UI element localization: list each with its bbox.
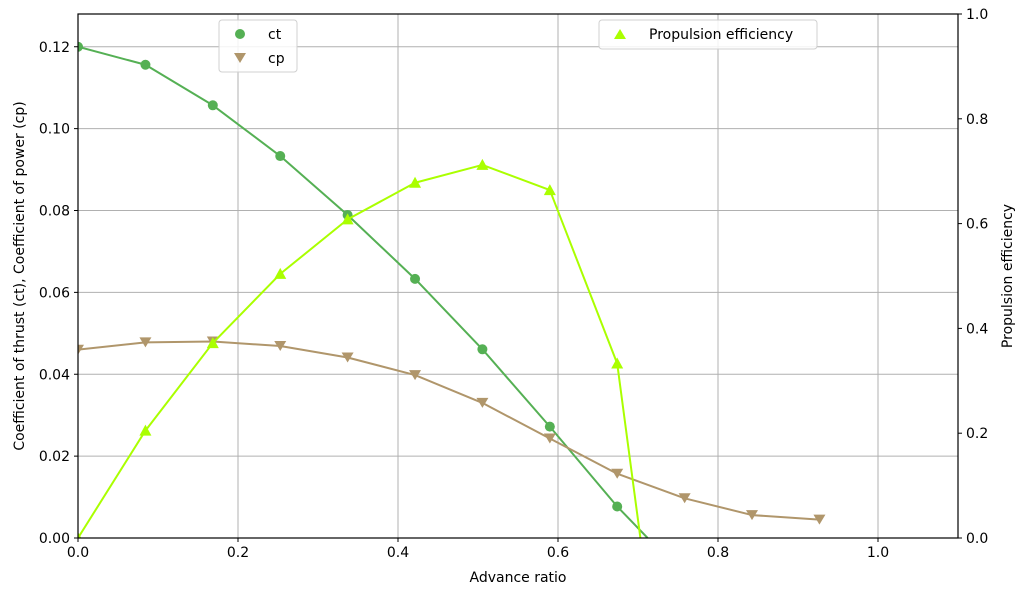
y-left-tick-label: 0.02 [39,449,70,465]
x-tick-label: 0.8 [707,545,729,561]
point-propulsion-efficiency [139,424,152,436]
legend-label-ct: ct [268,27,282,43]
point-cp [476,397,489,408]
point-cp [678,493,691,504]
point-propulsion-efficiency [274,267,287,279]
point-cp [746,510,758,521]
x-axis-label: Advance ratio [470,570,567,586]
y-left-tick-label: 0.06 [39,285,70,301]
y-axis-right: 0.0 0.2 0.4 0.6 0.8 1.0 [958,7,988,547]
legend-marker-ct [235,29,245,39]
point-propulsion-efficiency [611,357,624,369]
series-ct [78,41,649,538]
point-cp [139,337,152,348]
y-right-tick-label: 0.6 [966,217,988,233]
point-propulsion-efficiency [543,184,556,196]
y-right-tick-label: 0.2 [966,426,988,442]
y-left-tick-label: 0.08 [39,204,70,220]
legend-box [598,19,818,50]
point-ct [477,344,488,355]
legend-box [218,19,298,73]
series-layer [78,41,826,538]
point-propulsion-efficiency [78,532,82,538]
y-right-tick-label: 0.8 [966,112,988,128]
plot-frame [77,13,959,539]
series-propulsion-efficiency [78,158,642,538]
legend-ct-cp: ct cp [218,19,298,73]
x-tick-label: 0.4 [387,545,409,561]
point-ct [410,273,421,284]
y-right-tick-label: 1.0 [966,7,988,23]
y-left-tick-label: 0.10 [39,122,70,138]
legend-label-cp: cp [268,51,285,67]
y-right-tick-label: 0.0 [966,531,988,547]
point-propulsion-efficiency [476,158,489,170]
point-ct [612,501,623,512]
point-propulsion-efficiency [341,213,354,225]
series-line-propulsion-efficiency [78,163,642,538]
series-line-ct [78,45,649,538]
plot-background [78,14,958,538]
point-ct [544,421,555,432]
point-cp [543,433,556,444]
x-tick-label: 0.0 [67,545,89,561]
point-propulsion-efficiency [409,176,422,188]
y-left-tick-label: 0.00 [39,531,70,547]
point-propulsion-efficiency [206,337,219,349]
y-left-tick-label: 0.04 [39,367,70,383]
legend-marker-efficiency [614,29,626,39]
y-axis-right-label: Propulsion efficiency [1000,204,1016,348]
point-ct [140,59,151,70]
legend-label-efficiency: Propulsion efficiency [649,27,793,43]
y-axis-left-label: Coefficient of thrust (ct), Coefficient … [12,101,28,450]
point-cp [274,341,287,352]
series-line-cp [78,340,820,521]
x-tick-label: 0.2 [227,545,249,561]
y-right-tick-label: 0.4 [966,321,988,337]
legend-marker-cp [234,53,246,63]
y-axis-left: 0.00 0.02 0.04 0.06 0.08 0.10 0.12 [39,40,78,547]
x-tick-label: 0.6 [547,545,569,561]
legend-efficiency: Propulsion efficiency [598,19,818,50]
point-ct [275,151,286,162]
point-ct [207,100,218,111]
point-cp [813,514,826,525]
y-left-tick-label: 0.12 [39,40,70,56]
point-cp [611,468,624,479]
point-cp [78,344,84,355]
x-tick-label: 1.0 [867,545,889,561]
point-cp [341,352,354,363]
x-axis: 0.0 0.2 0.4 0.6 0.8 1.0 [67,538,889,561]
point-ct [78,41,83,52]
series-cp [78,336,826,525]
point-cp [409,370,422,381]
